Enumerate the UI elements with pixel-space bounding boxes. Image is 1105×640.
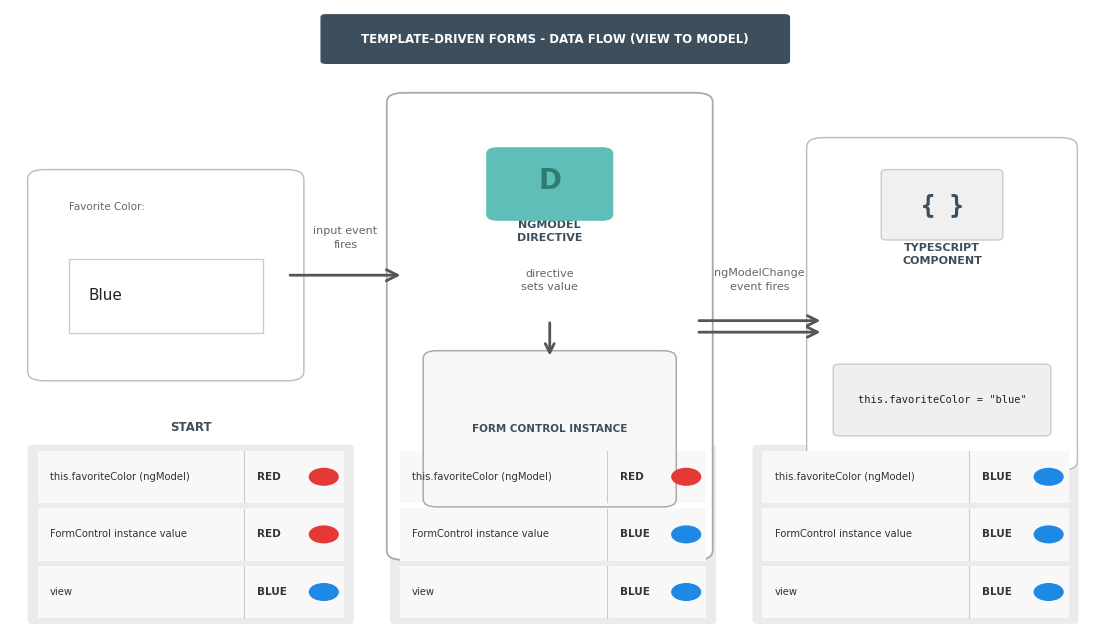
- FancyBboxPatch shape: [486, 147, 613, 221]
- FancyBboxPatch shape: [28, 445, 354, 624]
- Text: FormControl instance value: FormControl instance value: [412, 529, 549, 540]
- Text: RED: RED: [257, 529, 281, 540]
- Text: ngModelChange
event fires: ngModelChange event fires: [714, 268, 806, 292]
- Text: Blue: Blue: [88, 289, 123, 303]
- FancyBboxPatch shape: [69, 259, 263, 333]
- Circle shape: [309, 526, 338, 543]
- Text: D: D: [538, 167, 561, 195]
- Circle shape: [309, 468, 338, 485]
- Circle shape: [672, 468, 701, 485]
- Text: BLUE: BLUE: [257, 587, 287, 597]
- Circle shape: [309, 584, 338, 600]
- FancyBboxPatch shape: [28, 170, 304, 381]
- Text: BLUE: BLUE: [620, 529, 650, 540]
- FancyBboxPatch shape: [387, 93, 713, 560]
- FancyBboxPatch shape: [390, 445, 716, 624]
- FancyBboxPatch shape: [400, 451, 706, 503]
- FancyBboxPatch shape: [400, 566, 706, 618]
- Text: BLUE: BLUE: [982, 472, 1012, 482]
- FancyBboxPatch shape: [423, 351, 676, 507]
- Text: directive
sets value: directive sets value: [522, 269, 578, 292]
- Text: this.favoriteColor (ngModel): this.favoriteColor (ngModel): [775, 472, 914, 482]
- FancyBboxPatch shape: [882, 170, 1003, 240]
- FancyBboxPatch shape: [807, 138, 1077, 470]
- Text: TEMPLATE-DRIVEN FORMS - DATA FLOW (VIEW TO MODEL): TEMPLATE-DRIVEN FORMS - DATA FLOW (VIEW …: [361, 33, 749, 45]
- Text: TYPESCRIPT
COMPONENT: TYPESCRIPT COMPONENT: [902, 243, 982, 266]
- FancyBboxPatch shape: [762, 566, 1069, 618]
- Text: view: view: [775, 587, 798, 597]
- FancyBboxPatch shape: [38, 451, 344, 503]
- Text: this.favoriteColor (ngModel): this.favoriteColor (ngModel): [412, 472, 551, 482]
- FancyBboxPatch shape: [38, 566, 344, 618]
- Text: BLUE: BLUE: [982, 587, 1012, 597]
- FancyBboxPatch shape: [400, 508, 706, 561]
- Text: RED: RED: [257, 472, 281, 482]
- Text: this.favoriteColor (ngModel): this.favoriteColor (ngModel): [50, 472, 189, 482]
- Text: input event
fires: input event fires: [313, 226, 378, 250]
- Text: END RESULT: END RESULT: [875, 421, 956, 434]
- Text: Favorite Color:: Favorite Color:: [69, 202, 145, 212]
- Text: view: view: [412, 587, 435, 597]
- Text: FormControl instance value: FormControl instance value: [775, 529, 912, 540]
- Text: START: START: [170, 421, 211, 434]
- Text: { }: { }: [920, 193, 964, 217]
- Circle shape: [1034, 468, 1063, 485]
- Text: view: view: [50, 587, 73, 597]
- FancyBboxPatch shape: [833, 364, 1051, 436]
- Text: NGMODEL
DIRECTIVE: NGMODEL DIRECTIVE: [517, 220, 582, 243]
- Circle shape: [1034, 526, 1063, 543]
- FancyBboxPatch shape: [762, 451, 1069, 503]
- FancyBboxPatch shape: [753, 445, 1078, 624]
- Text: BLUE: BLUE: [620, 587, 650, 597]
- Circle shape: [1034, 584, 1063, 600]
- Text: BLUE: BLUE: [982, 529, 1012, 540]
- Circle shape: [672, 584, 701, 600]
- Text: DIRECTIVE SETS VALUE: DIRECTIVE SETS VALUE: [476, 421, 630, 434]
- FancyBboxPatch shape: [38, 508, 344, 561]
- Text: RED: RED: [620, 472, 643, 482]
- Text: FormControl instance value: FormControl instance value: [50, 529, 187, 540]
- FancyBboxPatch shape: [320, 14, 790, 64]
- Circle shape: [672, 526, 701, 543]
- FancyBboxPatch shape: [762, 508, 1069, 561]
- Text: FORM CONTROL INSTANCE: FORM CONTROL INSTANCE: [472, 424, 628, 434]
- Text: this.favoriteColor = "blue": this.favoriteColor = "blue": [857, 395, 1027, 405]
